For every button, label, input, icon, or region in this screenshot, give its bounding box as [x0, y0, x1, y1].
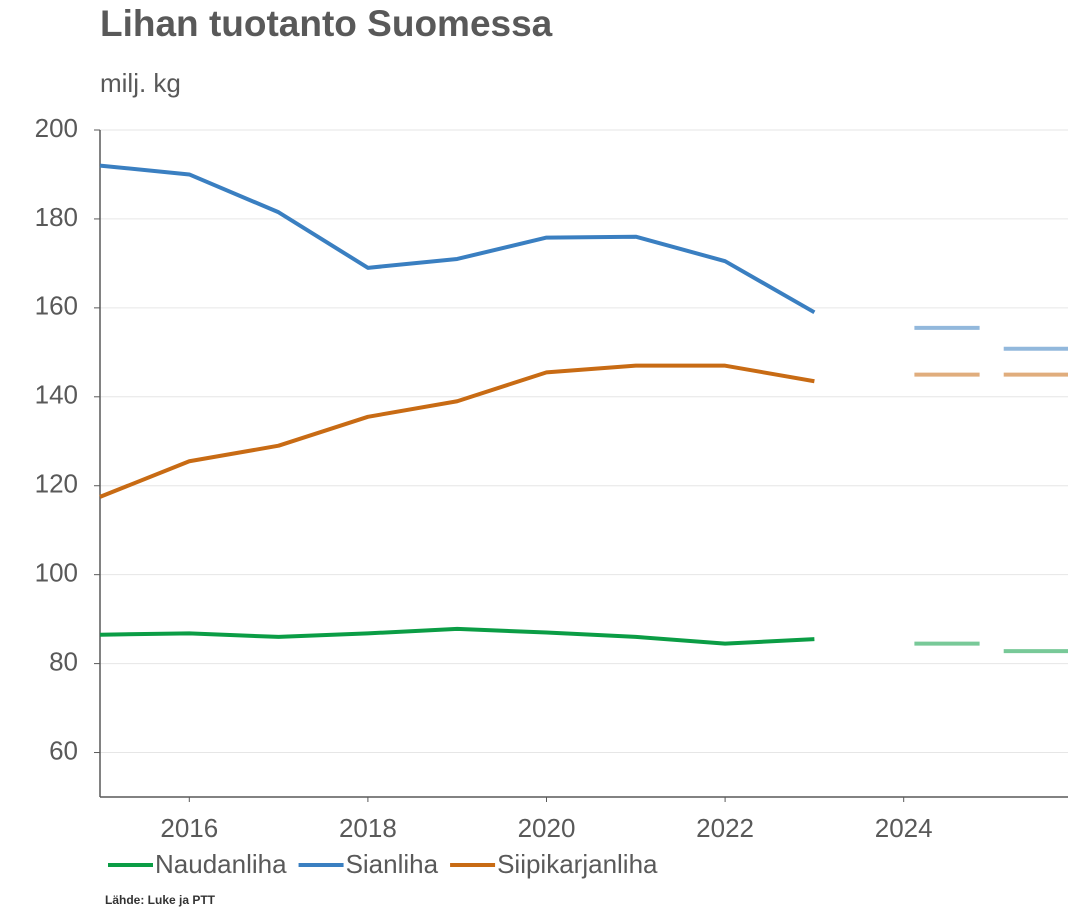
- x-tick-label: 2016: [160, 813, 218, 843]
- legend-label: Sianliha: [346, 849, 439, 879]
- y-tick-label: 180: [35, 202, 78, 232]
- x-tick-label: 2018: [339, 813, 397, 843]
- line-series: [99, 363, 815, 499]
- line-series: [99, 163, 816, 315]
- y-tick-label: 100: [35, 558, 78, 588]
- legend-label: Siipikarjanliha: [497, 849, 658, 879]
- y-tick-label: 160: [35, 291, 78, 321]
- legend-label: Naudanliha: [155, 849, 287, 879]
- y-tick-label: 140: [35, 380, 78, 410]
- x-tick-label: 2024: [875, 813, 933, 843]
- source: Lähde: Luke ja PTT: [105, 893, 216, 907]
- y-axis-label: milj. kg: [100, 68, 181, 98]
- x-tick-label: 2020: [518, 813, 576, 843]
- chart-title: Lihan tuotanto Suomessa: [100, 3, 553, 44]
- y-tick-label: 60: [49, 735, 78, 765]
- line-series: [99, 626, 815, 646]
- y-tick-label: 120: [35, 469, 78, 499]
- x-tick-label: 2022: [696, 813, 754, 843]
- y-tick-label: 80: [49, 646, 78, 676]
- y-tick-label: 200: [35, 113, 78, 143]
